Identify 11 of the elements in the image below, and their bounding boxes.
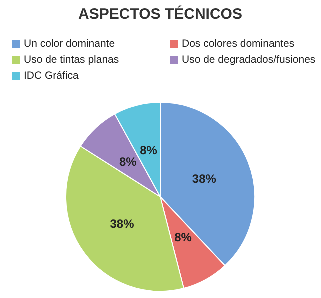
chart-title: ASPECTOS TÉCNICOS [78,6,244,23]
legend-label: IDC Gráfica [24,70,79,82]
legend-label: Uso de tintas planas [24,54,120,66]
data-label: 8% [174,230,192,245]
legend-label: Dos colores dominantes [182,38,295,50]
data-label: 38% [110,217,135,232]
data-label: 8% [140,144,158,158]
data-label: 8% [119,154,138,169]
data-label: 38% [192,172,217,186]
legend-label: Un color dominante [24,38,116,50]
legend-label: Uso de degradados/fusiones [182,54,316,66]
